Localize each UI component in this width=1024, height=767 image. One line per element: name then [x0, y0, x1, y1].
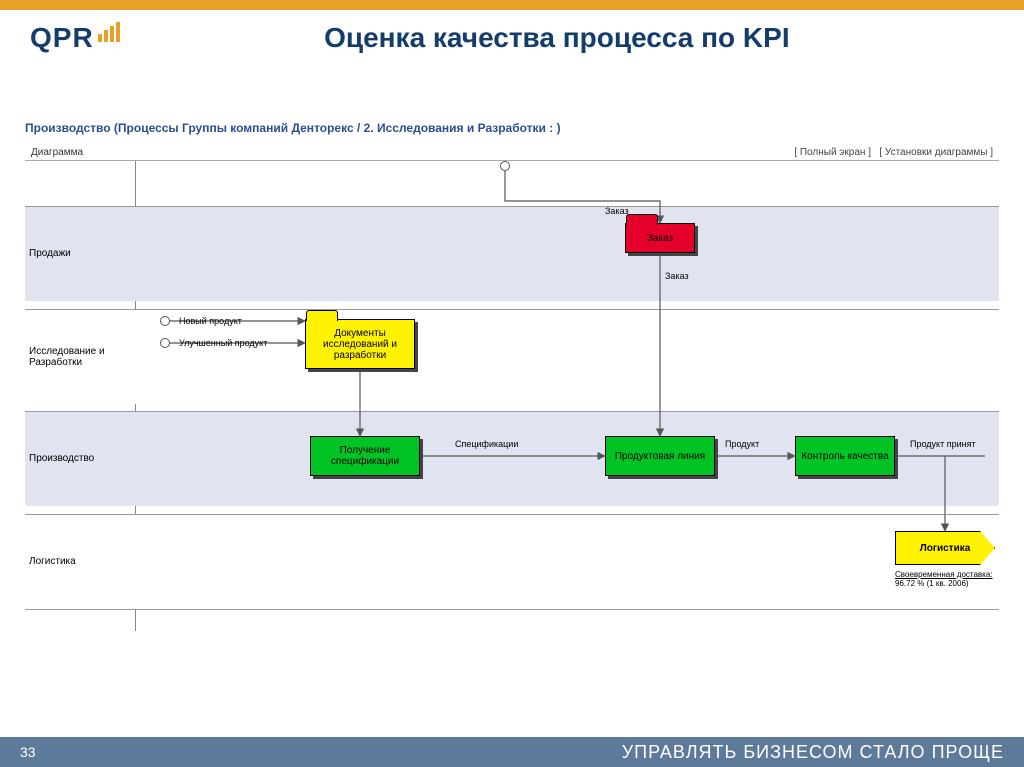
start-port [160, 338, 170, 348]
lane-separator [25, 514, 999, 515]
breadcrumb: Производство (Процессы Группы компаний Д… [25, 121, 999, 135]
diagram-toolbar: Диаграмма [ Полный экран ] [ Установки д… [25, 145, 999, 161]
logo-text: QPR [30, 22, 94, 54]
swimlane-diagram: ПродажиИсследование и РазработкиПроизвод… [25, 161, 999, 631]
swimlane-label-logistics: Логистика [25, 514, 130, 609]
edge-label: Заказ [665, 271, 689, 281]
node-n_qc[interactable]: Контроль качества [795, 436, 895, 476]
swimlane-logistics [25, 514, 999, 609]
lane-separator [25, 609, 999, 610]
node-n_line[interactable]: Продуктовая линия [605, 436, 715, 476]
metric-label: Своевременная доставка:96.72 % (1 кв. 20… [895, 571, 993, 589]
node-n_log[interactable]: Логистика [895, 531, 995, 565]
swimlane-label-prod: Производство [25, 411, 130, 506]
start-port [160, 316, 170, 326]
port-label: Новый продукт [179, 316, 242, 326]
logo: QPR [30, 20, 120, 56]
edge-label: Спецификации [455, 439, 518, 449]
footer-tagline: УПРАВЛЯТЬ БИЗНЕСОМ СТАЛО ПРОЩЕ [60, 742, 1004, 763]
fullscreen-link[interactable]: [ Полный экран ] [794, 147, 871, 158]
logo-bars-icon [98, 20, 120, 42]
swimlane-sales [25, 206, 999, 301]
start-port [500, 161, 510, 171]
toolbar-label: Диаграмма [31, 147, 794, 158]
page-title: Оценка качества процесса по KPI [120, 22, 994, 54]
top-accent-bar [0, 0, 1024, 10]
edge-label: Продукт [725, 439, 759, 449]
swimlane-label-rnd: Исследование и Разработки [25, 309, 130, 404]
diagram-settings-link[interactable]: [ Установки диаграммы ] [879, 147, 993, 158]
page-number: 33 [20, 744, 60, 760]
header: QPR Оценка качества процесса по KPI [0, 10, 1024, 61]
swimlane-rnd [25, 309, 999, 404]
edge-label: Заказ [605, 206, 629, 216]
node-n_docs[interactable]: Документы исследований и разработки [305, 319, 415, 369]
lane-separator [25, 411, 999, 412]
lane-separator [25, 206, 999, 207]
lane-separator [25, 309, 999, 310]
node-n_order[interactable]: Заказ [625, 223, 695, 253]
node-n_spec[interactable]: Получение спецификации [310, 436, 420, 476]
content: Производство (Процессы Группы компаний Д… [0, 121, 1024, 631]
port-label: Улучшенный продукт [179, 338, 267, 348]
swimlane-label-sales: Продажи [25, 206, 130, 301]
footer: 33 УПРАВЛЯТЬ БИЗНЕСОМ СТАЛО ПРОЩЕ [0, 737, 1024, 767]
edge-label: Продукт принят [910, 439, 976, 449]
